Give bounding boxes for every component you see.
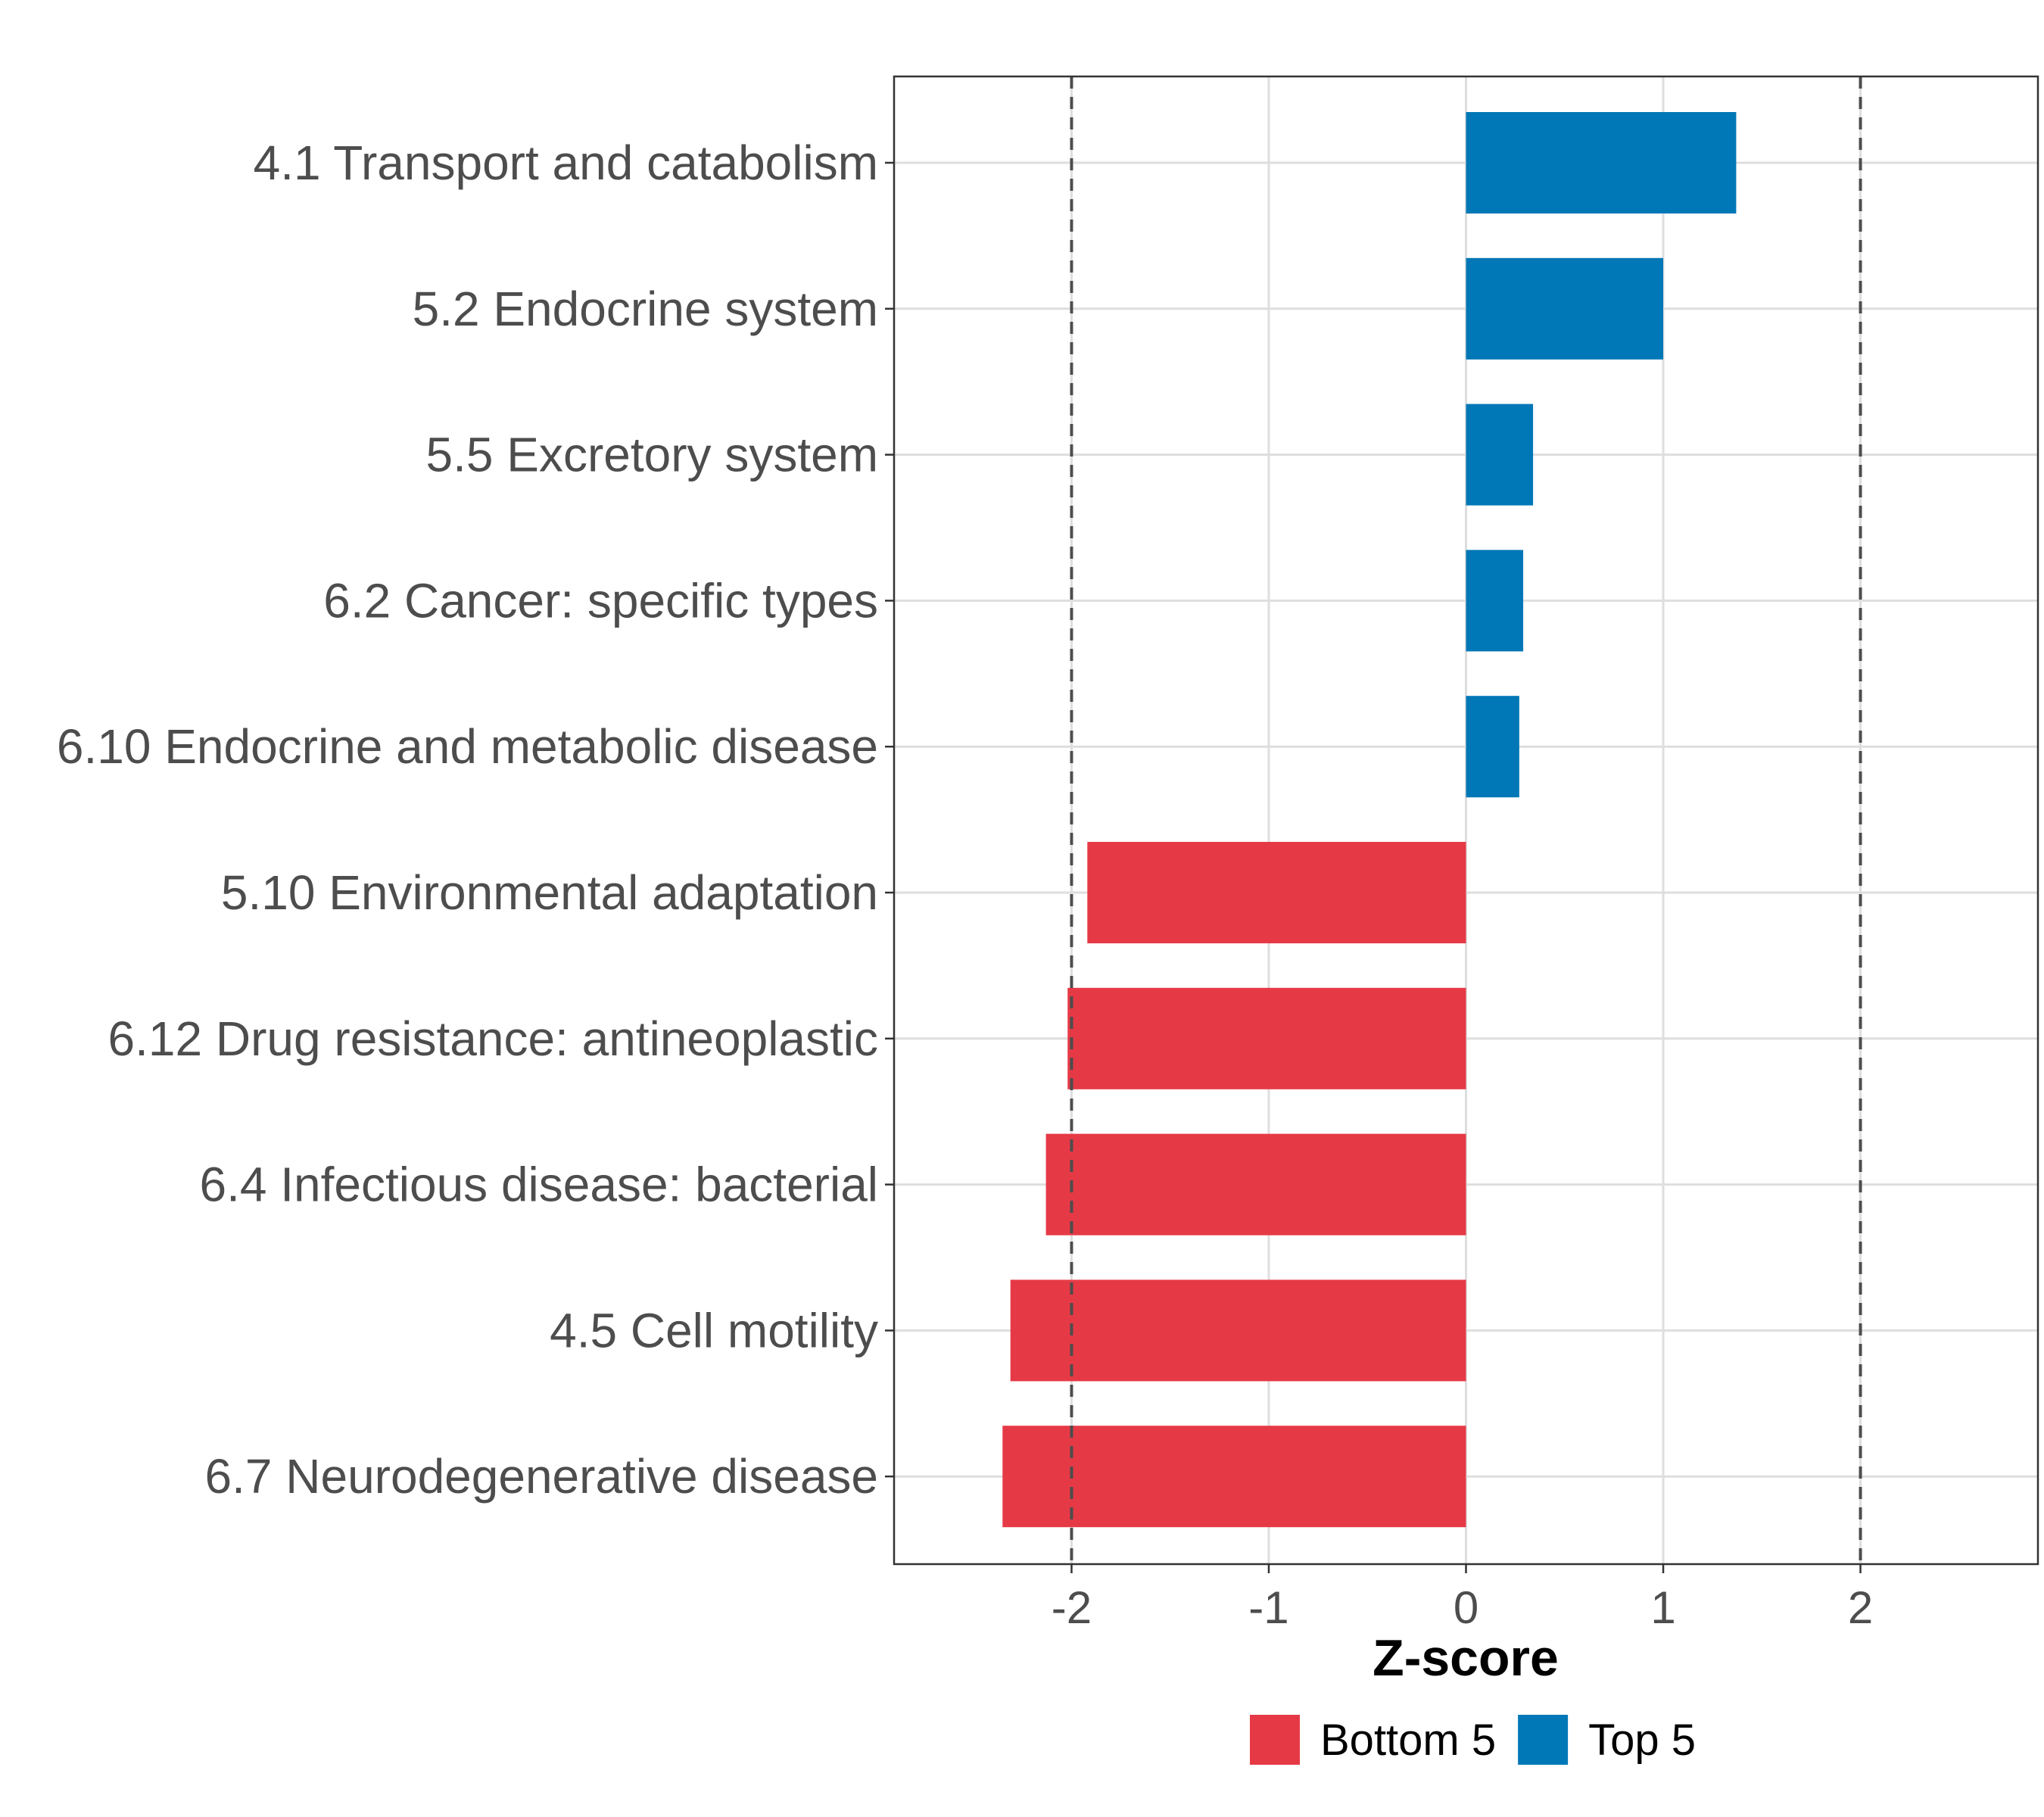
legend-label: Bottom 5 — [1320, 1716, 1496, 1765]
category-label: 4.1 Transport and catabolism — [254, 136, 878, 190]
legend-swatch — [1250, 1715, 1300, 1765]
category-label: 6.7 Neurodegenerative disease — [205, 1449, 879, 1504]
bar — [1466, 257, 1664, 360]
bar — [1466, 404, 1534, 506]
category-label: 6.4 Infectious disease: bacterial — [199, 1158, 878, 1212]
x-axis-title: Z-score — [1373, 1629, 1559, 1687]
bars — [1002, 112, 1737, 1528]
category-label: 5.5 Excretory system — [426, 428, 879, 482]
bar — [1045, 1133, 1466, 1236]
category-label: 4.5 Cell motility — [550, 1303, 878, 1357]
bar — [1466, 550, 1524, 652]
reference-lines — [1070, 76, 1862, 1564]
category-label: 5.10 Environmental adaptation — [221, 865, 878, 920]
legend-label: Top 5 — [1588, 1716, 1696, 1765]
x-tick-label: 1 — [1650, 1582, 1675, 1633]
x-tick-label: 2 — [1848, 1582, 1873, 1633]
bar — [1002, 1426, 1466, 1528]
category-label: 6.10 Endocrine and metabolic disease — [57, 719, 878, 774]
legend-swatch — [1518, 1715, 1569, 1765]
bar — [1067, 987, 1466, 1089]
y-axis: 4.1 Transport and catabolism 5.2 Endocrin… — [57, 136, 894, 1504]
x-axis: -2 -1 0 1 2 — [1052, 1564, 1873, 1633]
category-label: 6.2 Cancer: specific types — [323, 573, 878, 628]
x-tick-label: -2 — [1052, 1582, 1092, 1633]
bar — [1010, 1279, 1466, 1382]
legend: Bottom 5 Top 5 — [1250, 1715, 1696, 1765]
bar — [1087, 842, 1466, 943]
x-tick-label: -1 — [1248, 1582, 1288, 1633]
x-tick-label: 0 — [1454, 1582, 1478, 1633]
bar — [1466, 696, 1519, 798]
bar — [1466, 112, 1737, 213]
category-label: 6.12 Drug resistance: antineoplastic — [108, 1011, 878, 1066]
category-label: 5.2 Endocrine system — [413, 282, 878, 336]
